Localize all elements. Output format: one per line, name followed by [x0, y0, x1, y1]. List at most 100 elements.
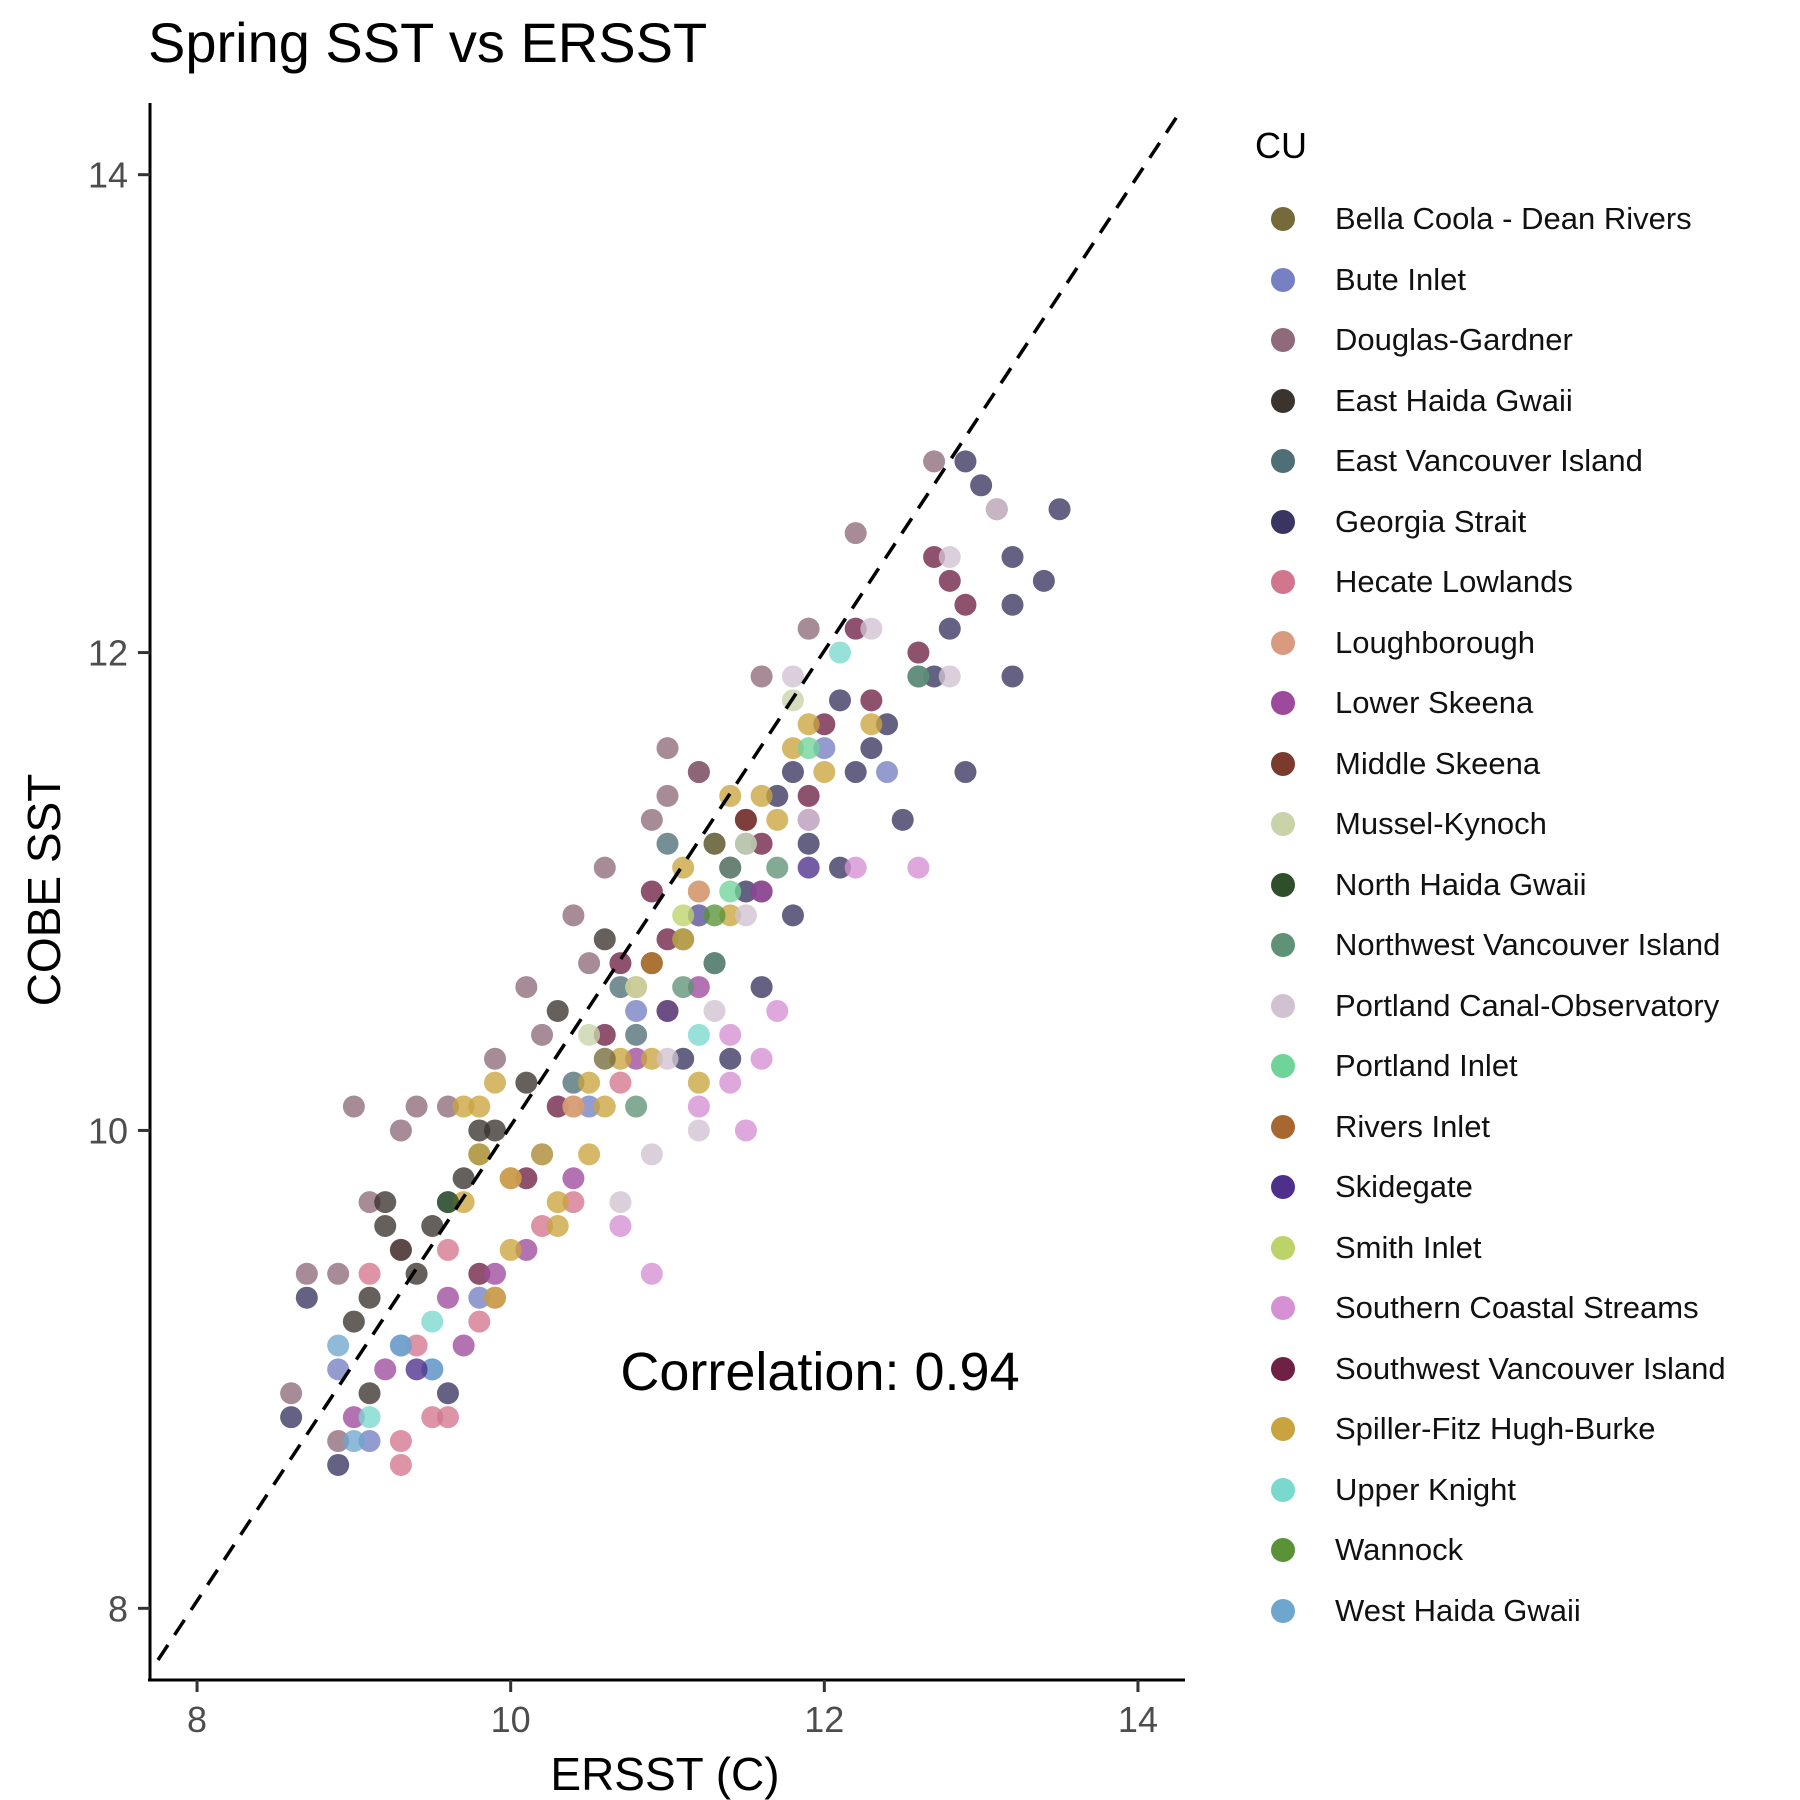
legend-swatch [1271, 1054, 1295, 1079]
data-point [719, 1071, 742, 1094]
data-point [358, 1382, 381, 1405]
data-point [374, 1191, 397, 1214]
data-point [797, 713, 820, 736]
data-point [719, 1047, 742, 1070]
data-point [1001, 593, 1024, 616]
legend-label: East Vancouver Island [1335, 443, 1643, 479]
data-point [546, 999, 569, 1022]
legend-label: Middle Skeena [1335, 745, 1541, 781]
data-point [484, 1262, 506, 1285]
data-point [578, 1023, 601, 1046]
data-point [609, 1071, 632, 1094]
data-point [766, 999, 789, 1022]
y-tick-label: 12 [88, 633, 128, 674]
data-point [860, 713, 883, 736]
data-point [954, 450, 977, 473]
data-point [766, 856, 789, 879]
legend-item: Smith Inlet [1255, 1218, 1726, 1279]
legend-item: Northwest Vancouver Island [1255, 915, 1726, 976]
data-point [923, 665, 946, 688]
data-point [656, 928, 679, 951]
legend-swatch [1271, 1538, 1295, 1563]
data-point [687, 1095, 710, 1118]
data-point [421, 1215, 444, 1238]
data-point [609, 952, 632, 975]
legend-label: Portland Inlet [1335, 1048, 1518, 1084]
data-point [468, 1310, 491, 1333]
data-point [672, 904, 695, 927]
legend-label: Loughborough [1335, 624, 1535, 660]
data-point [829, 856, 851, 879]
data-point [860, 689, 883, 712]
data-point [593, 856, 616, 879]
legend-item: West Haida Gwaii [1255, 1581, 1726, 1642]
legend-swatch [1271, 1417, 1295, 1442]
legend-label: Skidegate [1335, 1169, 1473, 1205]
data-point [609, 1047, 632, 1070]
x-tick-label: 8 [187, 1699, 207, 1740]
data-point [954, 593, 977, 616]
data-point [938, 665, 961, 688]
data-point [327, 1430, 350, 1453]
data-point [781, 737, 804, 760]
data-point [421, 1358, 444, 1381]
data-point [562, 1095, 585, 1118]
data-point [436, 1286, 459, 1309]
data-point [687, 1119, 710, 1142]
legend-swatch [1271, 993, 1295, 1018]
legend-swatch [1271, 388, 1295, 413]
legend-item: Hecate Lowlands [1255, 552, 1726, 613]
data-point [1032, 569, 1055, 592]
data-point [703, 832, 726, 855]
data-point [484, 1047, 506, 1070]
data-point [389, 1430, 412, 1453]
legend-item: Portland Canal-Observatory [1255, 976, 1726, 1037]
data-point [358, 1191, 381, 1214]
data-point [719, 904, 742, 927]
data-point [609, 1215, 632, 1238]
data-point [421, 1310, 444, 1333]
data-point [687, 1023, 710, 1046]
legend-item: Middle Skeena [1255, 734, 1726, 795]
legend-label: Douglas-Gardner [1335, 322, 1573, 358]
legend-swatch [1271, 872, 1295, 897]
data-point [672, 1047, 695, 1070]
data-point [499, 1238, 522, 1261]
data-point [484, 1286, 506, 1309]
data-point [687, 761, 710, 784]
data-point [656, 737, 679, 760]
data-point [672, 928, 695, 951]
data-points [280, 450, 1071, 1476]
data-point [436, 1406, 459, 1429]
legend-item: Bute Inlet [1255, 250, 1726, 311]
legend-label: Wannock [1335, 1532, 1464, 1568]
legend-item: East Vancouver Island [1255, 431, 1726, 492]
data-point [436, 1238, 459, 1261]
legend-item: Bella Coola - Dean Rivers [1255, 189, 1726, 250]
data-point [813, 737, 836, 760]
data-point [703, 904, 726, 927]
data-point [436, 1095, 459, 1118]
data-point [546, 1191, 569, 1214]
data-point [656, 999, 679, 1022]
legend-label: Southwest Vancouver Island [1335, 1350, 1726, 1386]
data-point [938, 569, 961, 592]
data-point [750, 784, 773, 807]
data-point [844, 856, 867, 879]
data-point [531, 1143, 554, 1166]
data-point [389, 1238, 412, 1261]
data-point [656, 1047, 679, 1070]
data-point [719, 856, 742, 879]
legend-label: Lower Skeena [1335, 685, 1534, 721]
data-point [970, 474, 993, 497]
x-tick-label: 10 [491, 1699, 531, 1740]
legend-swatch [1271, 1477, 1295, 1502]
legend: CU Bella Coola - Dean Rivers Bute Inlet Do… [1255, 125, 1726, 1641]
legend-label: West Haida Gwaii [1335, 1592, 1581, 1628]
correlation-annotation: Correlation: 0.94 [620, 1342, 1019, 1402]
data-point [515, 1238, 538, 1261]
legend-swatch [1271, 751, 1295, 776]
data-point [295, 1286, 318, 1309]
data-point [515, 976, 538, 999]
data-point [295, 1262, 318, 1285]
